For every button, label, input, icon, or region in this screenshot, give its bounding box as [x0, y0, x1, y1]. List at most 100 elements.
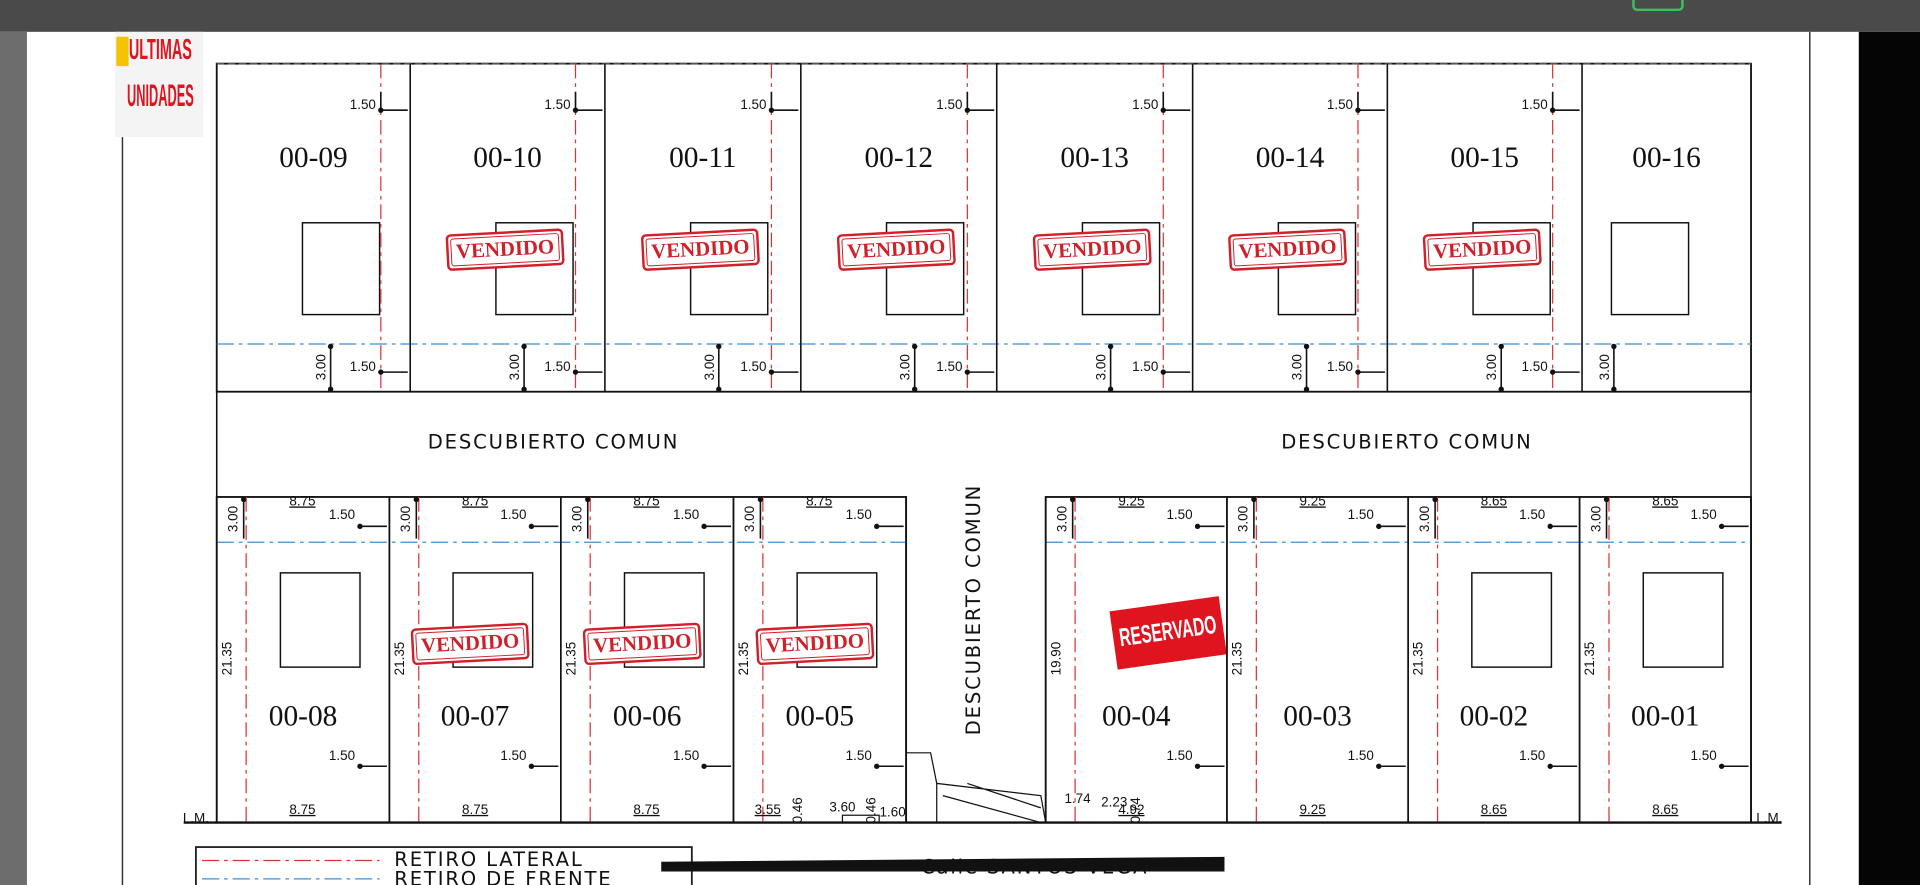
lot-label: 00-08: [269, 700, 338, 732]
house-footprint: [1471, 572, 1553, 668]
dim-label: 3.00: [314, 354, 329, 380]
legend: RETIRO LATERAL RETIRO DE FRENTE: [195, 846, 693, 885]
dim-dot: [874, 523, 880, 530]
lot-label: 00-14: [1256, 142, 1325, 174]
dim-dot: [1194, 523, 1201, 530]
dim-label: 1.60: [880, 804, 906, 819]
dim-dot: [357, 523, 363, 530]
dim-label: 1.50: [500, 748, 526, 763]
dim-dot: [357, 763, 363, 769]
dim-dot: [1069, 496, 1076, 503]
dim-label: 1.50: [350, 359, 376, 374]
dim-label: 3.00: [1597, 354, 1612, 380]
stamp-inner: [587, 627, 698, 661]
stamp-box: [1109, 596, 1227, 670]
dim-dot: [912, 343, 918, 350]
status-stamp: VENDIDO: [1422, 228, 1542, 271]
stamp-text: VENDIDO: [455, 234, 554, 263]
stamp-text: VENDIDO: [1433, 234, 1532, 263]
dim-label: 3.00: [702, 354, 717, 380]
ramp: [906, 752, 1047, 824]
dim-label: 21.35: [563, 642, 578, 676]
lot-label: 00-06: [613, 700, 682, 732]
dim-dot: [1547, 763, 1553, 769]
house-footprint: [495, 222, 574, 316]
dim-label: 3.00: [898, 354, 913, 380]
dim-label: 1.50: [1166, 748, 1192, 763]
lot-label: 00-04: [1102, 700, 1171, 732]
toolbar-button[interactable]: [1632, 0, 1684, 12]
lot-label: 00-16: [1632, 142, 1701, 174]
stamp-text: VENDIDO: [765, 628, 864, 657]
stamp-text: VENDIDO: [847, 234, 946, 263]
dim-dot: [1432, 496, 1438, 503]
dim-dot: [1160, 369, 1166, 375]
stamp-box: [836, 228, 956, 271]
dim-dot: [1547, 523, 1553, 530]
dim-dot: [378, 369, 384, 375]
dim-label: 3.00: [1054, 506, 1069, 532]
dim-label: 21.35: [736, 642, 751, 676]
dim-dot: [528, 523, 535, 530]
dim-label: 3.00: [570, 506, 585, 532]
dim-label: 1.50: [673, 748, 699, 763]
dim-label: 1.50: [544, 359, 570, 374]
dim-label: 9.25: [1300, 493, 1326, 508]
house-footprint: [1472, 222, 1551, 316]
house-footprint: [689, 222, 769, 316]
dim-dot: [1107, 386, 1114, 392]
dim-label: 0.46: [790, 797, 805, 823]
dim-dot: [716, 343, 722, 350]
stamp-inner: [841, 233, 952, 267]
dim-label: 3.00: [1588, 506, 1603, 532]
dim-label: 1.50: [1132, 359, 1158, 374]
lot-label: 00-05: [786, 700, 855, 732]
lot-label: 00-09: [279, 142, 348, 174]
dim-dot: [1355, 369, 1361, 375]
dim-dot: [521, 343, 527, 350]
stamp-box: [445, 228, 565, 271]
house-footprint: [796, 572, 878, 668]
dim-dot: [701, 763, 707, 769]
house-footprint: [301, 222, 381, 316]
dim-label: 8.65: [1652, 493, 1678, 508]
lot-label: 00-15: [1450, 142, 1519, 174]
dim-dot: [1718, 523, 1725, 530]
badge-bg: [115, 31, 204, 138]
dim-dot: [528, 763, 535, 769]
dim-dot: [1603, 496, 1610, 503]
dim-label: 21.35: [1582, 642, 1597, 676]
stamp-box: [1228, 228, 1347, 271]
lot-label: 00-12: [864, 142, 933, 174]
status-stamp: VENDIDO: [582, 622, 702, 666]
dim-label: 3.00: [1094, 354, 1109, 380]
status-stamp: VENDIDO: [410, 622, 530, 666]
lot-label: 00-01: [1631, 700, 1700, 732]
dim-dot: [1251, 496, 1257, 503]
dim-label: 1.50: [544, 97, 570, 112]
dim-label: 1.50: [673, 507, 699, 522]
dim-dot: [1376, 763, 1382, 769]
dim-label: 8.65: [1481, 802, 1507, 817]
badge-text: UNIDADES: [127, 79, 194, 114]
dim-label: 3.00: [225, 506, 240, 532]
status-stamp: VENDIDO: [445, 228, 565, 271]
status-stamp: VENDIDO: [641, 228, 760, 271]
house-footprint: [1081, 222, 1161, 316]
dim-label: 1.74: [1064, 791, 1091, 806]
lot-label: 00-03: [1283, 700, 1352, 732]
common-area: DESCUBIERTO COMUN: [1281, 431, 1532, 454]
dim-dot: [1107, 343, 1114, 350]
dim-label: 3.00: [742, 506, 757, 532]
dim-label: 1.50: [1519, 748, 1545, 763]
badge-square: [116, 36, 129, 67]
stamp-inner: [645, 233, 756, 267]
stamp-box: [1422, 228, 1542, 271]
house-footprint: [452, 572, 534, 668]
status-stamp: VENDIDO: [1228, 228, 1347, 271]
dim-dot: [1376, 523, 1382, 530]
dim-label: 21.35: [1411, 642, 1426, 676]
dim-label: 3.00: [1484, 354, 1499, 380]
dim-label: 1.50: [1348, 507, 1374, 522]
status-stamp: RESERVADO: [1109, 596, 1227, 670]
